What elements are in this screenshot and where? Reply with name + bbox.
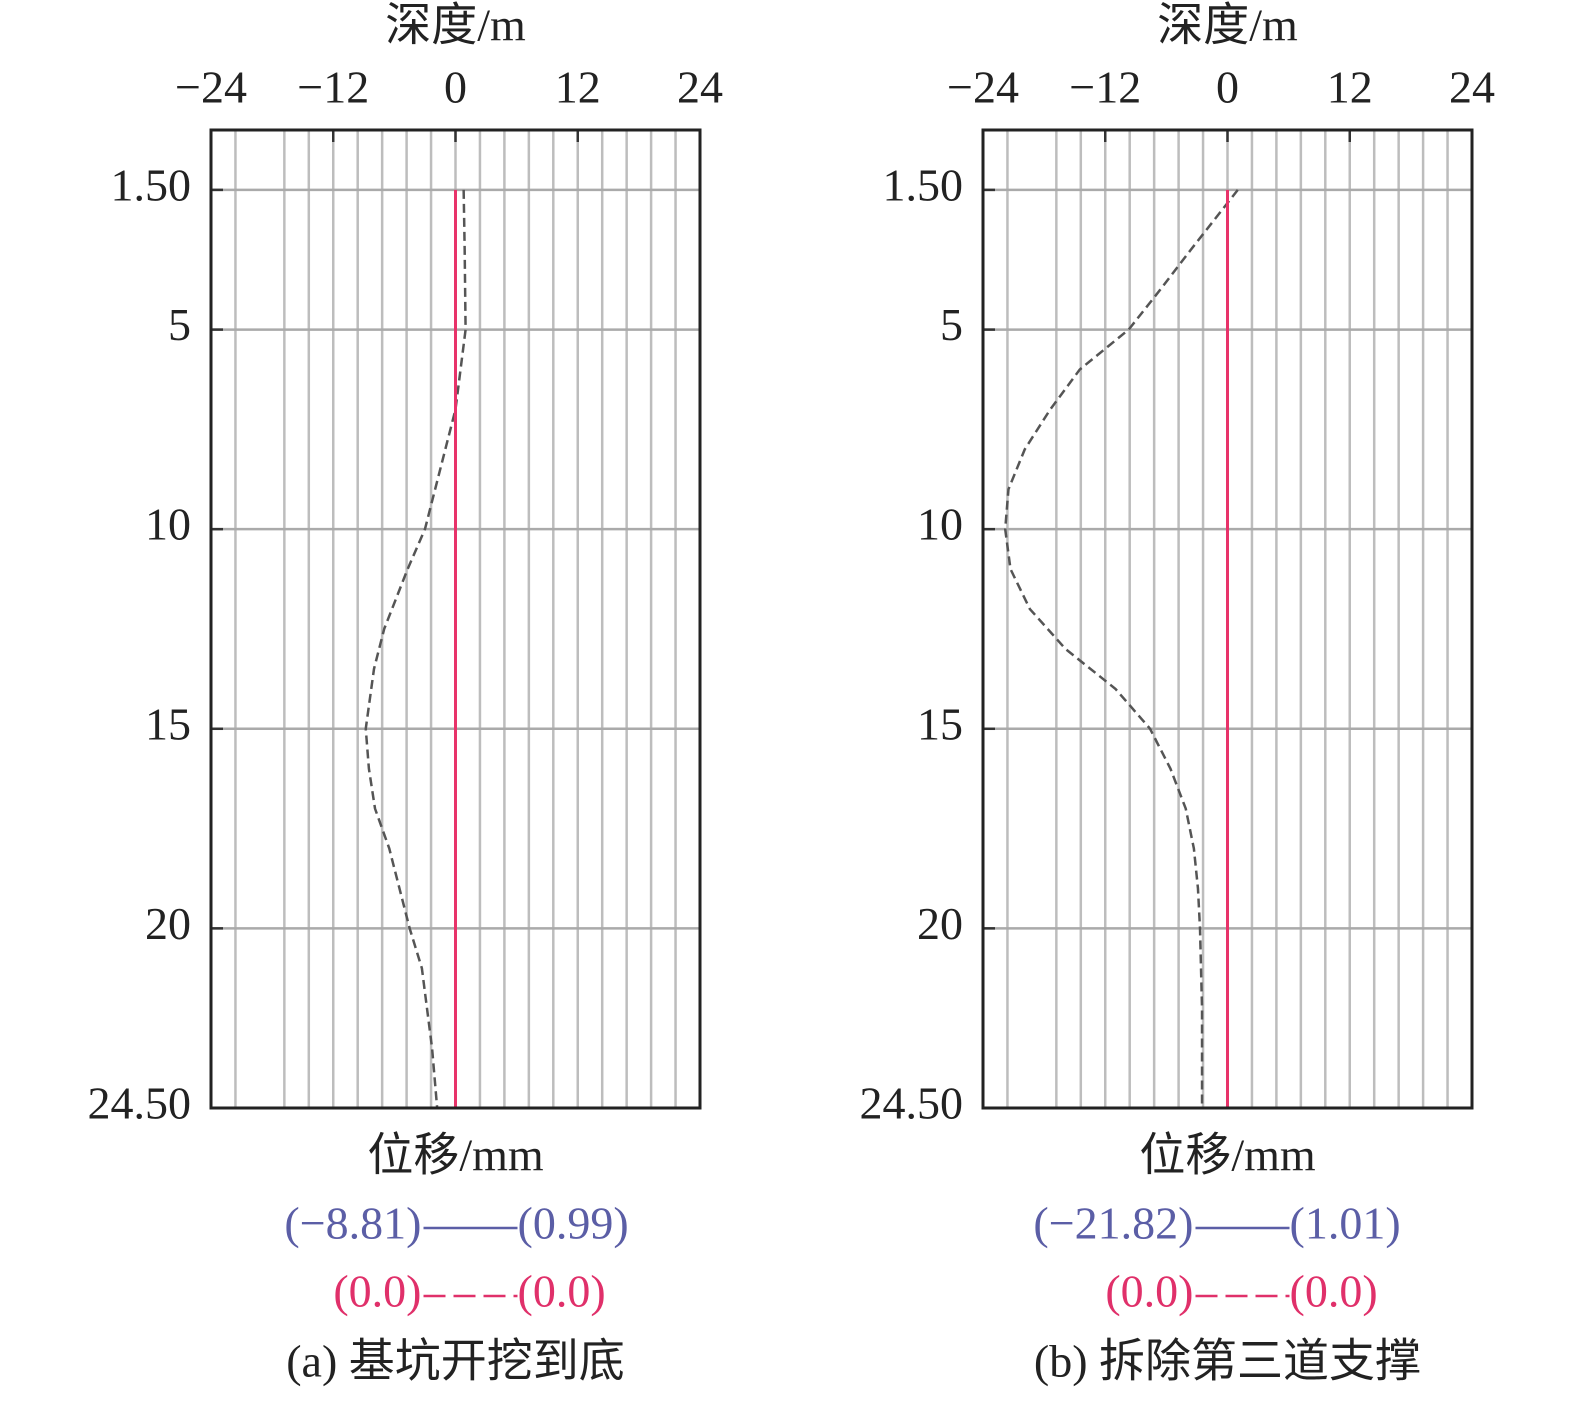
legend-max: (0.0) <box>518 1266 606 1317</box>
legend-max: (1.01) <box>1290 1198 1401 1249</box>
y-tick-label: 10 <box>917 499 963 550</box>
x-tick-label: −24 <box>175 62 247 113</box>
legend-min: (0.0) <box>1105 1266 1193 1317</box>
x-tick-label: −12 <box>297 62 369 113</box>
y-tick-label: 15 <box>145 698 191 749</box>
y-axis-title: 深度/m <box>1157 0 1298 51</box>
x-tick-label: 0 <box>1216 62 1239 113</box>
y-tick-label: 1.50 <box>111 159 192 210</box>
x-tick-label: −24 <box>947 62 1019 113</box>
y-tick-label: 20 <box>145 898 191 949</box>
x-tick-label: 12 <box>1327 62 1373 113</box>
legend-min: (0.0) <box>333 1266 421 1317</box>
legend-min: (−21.82) <box>1033 1198 1193 1249</box>
y-tick-label: 10 <box>145 499 191 550</box>
x-axis-title: 位移/mm <box>367 1130 544 1181</box>
x-tick-label: 24 <box>1449 62 1495 113</box>
legend-min: (−8.81) <box>284 1198 421 1249</box>
plot-frame <box>209 128 702 1110</box>
y-tick-label: 1.50 <box>883 159 964 210</box>
y-tick-label: 20 <box>917 898 963 949</box>
y-axis-title: 深度/m <box>385 0 526 51</box>
y-tick-label: 24.50 <box>860 1078 964 1129</box>
legend-max: (0.0) <box>1290 1266 1378 1317</box>
x-tick-label: 12 <box>555 62 601 113</box>
y-tick-label: 15 <box>917 698 963 749</box>
x-tick-label: −12 <box>1069 62 1141 113</box>
x-axis-title: 位移/mm <box>1139 1130 1316 1181</box>
series-line <box>364 189 467 1109</box>
caption: (b) 拆除第三道支撑 <box>1034 1336 1421 1387</box>
x-tick-label: 24 <box>677 62 723 113</box>
legend-max: (0.99) <box>518 1198 629 1249</box>
y-tick-label: 24.50 <box>88 1078 192 1129</box>
y-tick-label: 5 <box>168 299 191 350</box>
y-tick-label: 5 <box>940 299 963 350</box>
plot-frame <box>981 128 1474 1110</box>
caption: (a) 基坑开挖到底 <box>286 1336 625 1387</box>
x-tick-label: 0 <box>444 62 467 113</box>
series-line <box>1003 189 1239 1108</box>
